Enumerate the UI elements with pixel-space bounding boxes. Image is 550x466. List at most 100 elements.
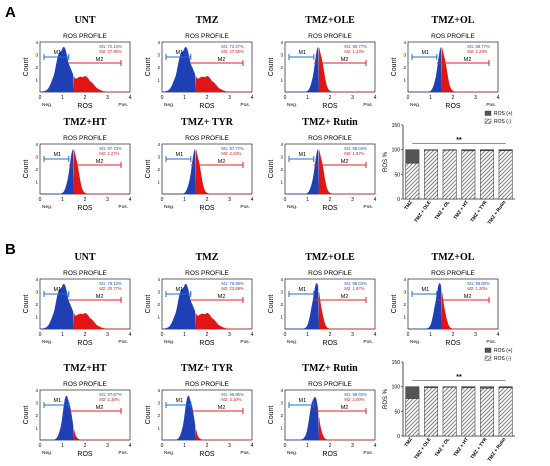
y-tick-label: 2	[35, 65, 38, 70]
y-tick-label: 4	[403, 277, 406, 282]
y-tick-label: 2	[157, 302, 160, 307]
bar-ros-positive	[442, 149, 457, 151]
x-end-label-pos: Pos.	[240, 450, 250, 456]
x-tick-label: 4	[251, 443, 254, 449]
stat-m2: M2: 2.30%	[99, 397, 119, 402]
x-tick-label: 1	[61, 197, 64, 203]
x-tick-label: 1	[183, 95, 186, 101]
legend-swatch	[484, 118, 492, 124]
x-tick-label: 2	[329, 443, 332, 449]
x-tick-label: 0	[161, 95, 164, 101]
y-tick-label: 4	[35, 40, 38, 45]
y-tick-label: 2	[403, 302, 406, 307]
gate-label-m1: M1	[299, 152, 307, 158]
stat-m1: M1: 98.03%	[344, 392, 367, 397]
x-end-label-pos: Pos.	[486, 339, 496, 345]
y-tick-label: 100	[392, 148, 401, 154]
legend-label: ROS (-)	[494, 119, 512, 125]
significance-label: **	[456, 374, 462, 381]
histogram-3: TMZ+OL ROS PROFILE M1 M2 M1: 98.77%M2: 1.23%…	[391, 15, 500, 110]
y-tick-label: 1	[280, 315, 283, 320]
x-tick-label: 1	[429, 95, 432, 101]
y-tick-label: 4	[157, 277, 160, 282]
title-tmz: TMZ	[196, 252, 219, 263]
x-end-label-neg: Neg.	[164, 450, 174, 456]
histogram-positive-population	[318, 48, 375, 93]
histogram-10: TMZ+OLE ROS PROFILE M1 M2 M1: 98.03%M2: 1.97…	[268, 252, 377, 347]
y-tick-label: 4	[157, 142, 160, 147]
y-axis-label: Count	[145, 406, 152, 425]
stat-m1: M1: 97.67%	[99, 392, 122, 397]
gate-label-m2: M2	[218, 405, 226, 411]
histogram-positive-population	[73, 312, 130, 330]
stat-m2: M2: 1.20%	[467, 286, 487, 291]
title-tmz-ht: TMZ+HT	[64, 117, 107, 128]
x-tick-label: 0	[161, 332, 164, 338]
x-tick-label: 0	[284, 332, 287, 338]
y-tick-label: 4	[280, 142, 283, 147]
histogram-8: UNT ROS PROFILE M1 M2 M1: 79.10%M2: 20.77% 0 1…	[23, 252, 132, 347]
title-tmz-rutin: TMZ+ Rutin	[302, 117, 358, 128]
bar-ros-positive	[405, 149, 420, 164]
x-tick-label: 4	[374, 197, 377, 203]
x-end-label-pos: Pos.	[363, 102, 373, 108]
bar-ros-negative	[442, 387, 457, 437]
y-axis-label: Count	[391, 58, 398, 77]
gate-label-m2: M2	[218, 57, 226, 63]
stat-m1: M1: 79.10%	[99, 281, 122, 286]
subtitle-ros-profile: ROS PROFILE	[431, 270, 475, 277]
subtitle-ros-profile: ROS PROFILE	[63, 33, 107, 40]
gate-label-m1: M1	[299, 398, 307, 404]
y-tick-label: 3	[280, 401, 283, 406]
gate-label-m2: M2	[96, 159, 104, 165]
x-axis-label: ROS	[322, 205, 338, 212]
subtitle-ros-profile: ROS PROFILE	[308, 135, 352, 142]
bar-ros-positive	[424, 386, 438, 388]
gate-label-m1: M1	[176, 287, 184, 293]
stat-m2: M2: 1.23%	[467, 49, 487, 54]
stat-m2: M2: 2.23%	[221, 151, 241, 156]
gate-label-m2: M2	[96, 57, 104, 63]
subtitle-ros-profile: ROS PROFILE	[63, 270, 107, 277]
x-tick-label: 4	[251, 95, 254, 101]
y-axis-label: Count	[268, 406, 275, 425]
stat-m1: M1: 98.80%	[467, 281, 490, 286]
y-tick-label: 3	[280, 290, 283, 295]
x-tick-label: 0	[284, 443, 287, 449]
stat-m2: M2: 23.69%	[221, 286, 244, 291]
x-tick-label: 3	[106, 443, 109, 449]
histogram-14: TMZ+ Rutin ROS PROFILE M1 M2 M1: 98.03%M2: 2…	[268, 363, 377, 458]
x-tick-label: 2	[84, 197, 87, 203]
category-label: TMZ + OLE	[413, 199, 433, 224]
gate-label-m1: M1	[54, 287, 62, 293]
stat-m1: M1: 97.77%	[221, 146, 244, 151]
panel-label-a: A	[5, 4, 16, 21]
x-end-label-neg: Neg.	[164, 102, 174, 108]
x-end-label-pos: Pos.	[118, 204, 128, 210]
bar-ros-positive	[405, 386, 420, 399]
stat-m1: M1: 72.13%	[99, 44, 122, 49]
histogram-13: TMZ+ TYR ROS PROFILE M1 M2 M1: 96.80%M2: 3.1…	[145, 363, 254, 458]
gate-label-m2: M2	[218, 294, 226, 300]
subtitle-ros-profile: ROS PROFILE	[185, 270, 229, 277]
x-tick-label: 2	[84, 443, 87, 449]
y-tick-label: 2	[35, 167, 38, 172]
y-tick-label: 2	[280, 413, 283, 418]
x-tick-label: 0	[39, 332, 42, 338]
x-tick-label: 4	[129, 95, 132, 101]
subtitle-ros-profile: ROS PROFILE	[185, 135, 229, 142]
x-end-label-pos: Pos.	[363, 450, 373, 456]
stat-m2: M2: 3.10%	[221, 397, 241, 402]
histogram-positive-population	[318, 292, 375, 330]
stat-m1: M1: 98.03%	[344, 281, 367, 286]
x-tick-label: 2	[206, 197, 209, 203]
y-tick-label: 4	[403, 40, 406, 45]
x-tick-label: 4	[251, 197, 254, 203]
histogram-11: TMZ+OL ROS PROFILE M1 M2 M1: 98.80%M2: 1.20%…	[391, 252, 500, 347]
x-end-label-neg: Neg.	[42, 339, 52, 345]
category-label: TMZ + Rutin	[487, 437, 508, 463]
x-end-label-neg: Neg.	[42, 102, 52, 108]
x-tick-label: 1	[306, 95, 309, 101]
